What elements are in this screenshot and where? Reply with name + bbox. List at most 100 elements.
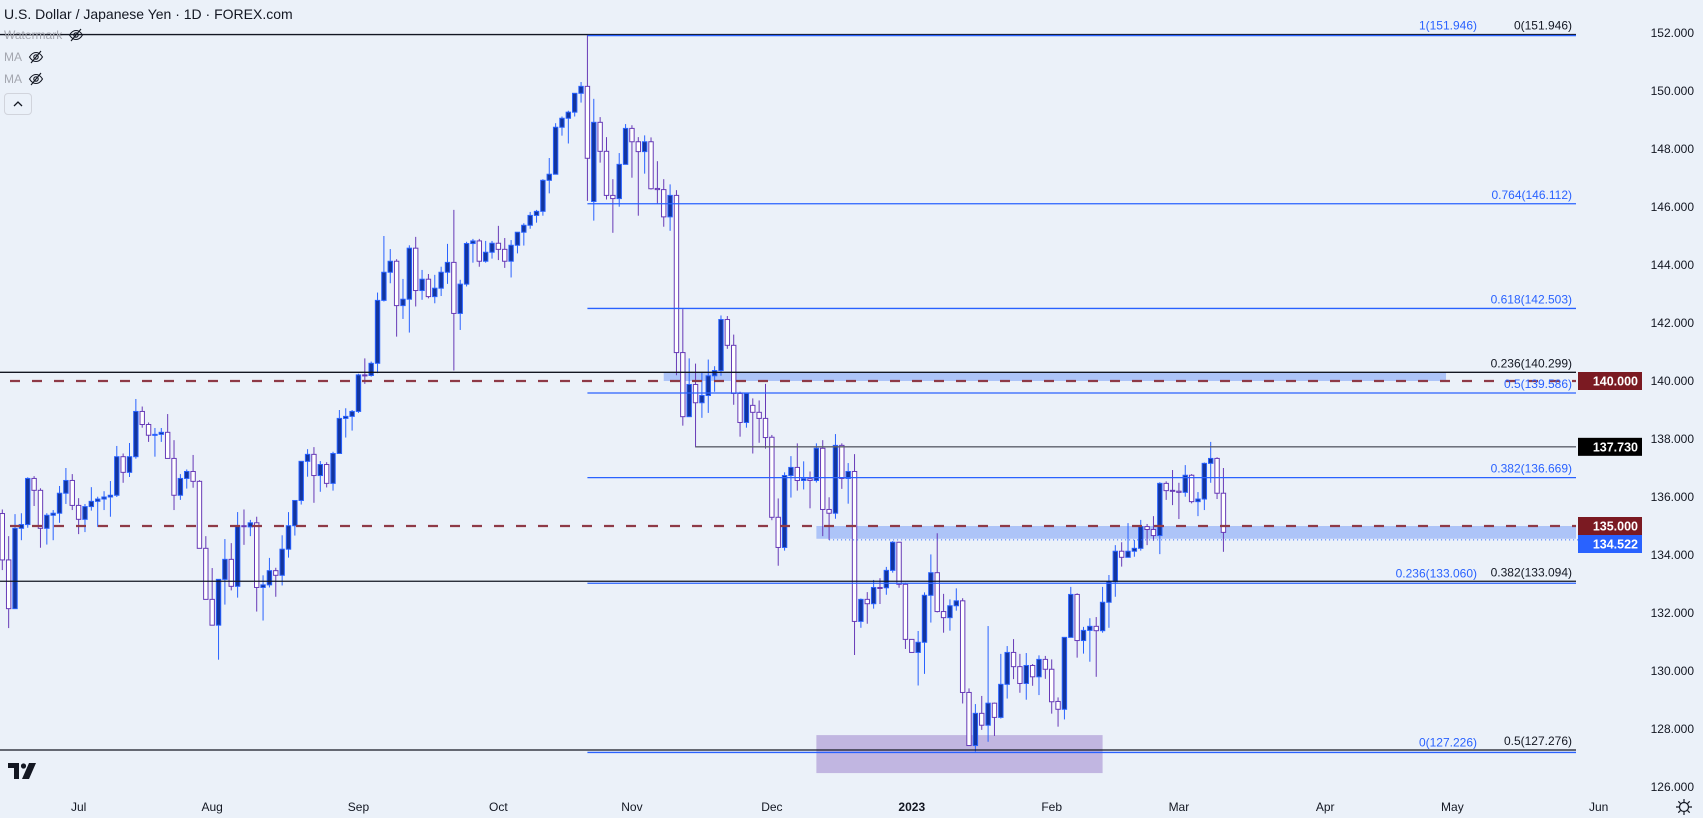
indicator-watermark[interactable]: Watermark	[4, 24, 293, 46]
candle	[336, 410, 343, 455]
price-axis-label-blue: 134.522	[1578, 535, 1642, 553]
price-label-text: 140.000	[1593, 375, 1638, 389]
candle-body	[845, 470, 851, 479]
fib-blue-label: 0(127.226)	[1419, 735, 1477, 749]
candle-body	[533, 210, 540, 216]
candle	[56, 485, 63, 523]
candle	[438, 266, 444, 297]
candle	[940, 593, 947, 633]
time-tick-label: Dec	[761, 800, 782, 814]
candle-body	[934, 572, 940, 613]
eye-off-icon[interactable]	[28, 49, 44, 65]
chevron-up-icon	[13, 101, 23, 107]
candle	[63, 468, 69, 504]
candle	[285, 512, 292, 558]
collapse-legend-button[interactable]	[4, 93, 32, 115]
candle	[578, 82, 584, 103]
time-tick-label: Feb	[1041, 800, 1062, 814]
price-label-box	[1578, 372, 1642, 390]
price-label-text: 135.000	[1593, 520, 1638, 534]
candle	[775, 498, 781, 566]
candle-body	[1017, 666, 1023, 684]
candle	[909, 638, 915, 653]
candle-body	[177, 477, 184, 496]
candle	[1144, 523, 1150, 546]
candle	[1055, 697, 1061, 727]
candle-body	[959, 600, 966, 693]
candle	[114, 445, 120, 497]
candle	[228, 543, 234, 591]
candle-body	[1208, 457, 1214, 464]
candle-body	[273, 570, 279, 576]
symbol-title[interactable]: U.S. Dollar / Japanese Yen · 1D · FOREX.…	[4, 6, 293, 22]
candle-body	[800, 478, 807, 481]
candle-body	[699, 395, 705, 404]
candle	[266, 557, 273, 588]
gear-icon[interactable]	[1674, 797, 1694, 817]
candle	[762, 383, 769, 449]
candle	[12, 514, 18, 610]
price-label-text: 134.522	[1593, 538, 1638, 552]
candle	[673, 190, 680, 376]
candle	[107, 481, 114, 517]
candle	[851, 454, 858, 656]
candle-body	[1112, 550, 1118, 583]
candle	[1157, 482, 1163, 555]
candle	[120, 453, 126, 483]
candle-body	[101, 496, 107, 500]
candle-body	[190, 470, 196, 482]
candle-body	[921, 594, 928, 643]
candle	[177, 474, 184, 500]
indicator-ma-2[interactable]: MA	[4, 68, 293, 90]
fib-black[interactable]	[0, 33, 1576, 751]
candle	[470, 238, 476, 263]
candle	[241, 509, 247, 545]
tradingview-logo[interactable]	[8, 763, 38, 779]
price-axis[interactable]: 152.000 150.000 148.000 146.000 144.000 142.0…	[1578, 26, 1694, 794]
candle	[413, 236, 419, 307]
candle-body	[1055, 700, 1061, 710]
indicator-label: MA	[4, 50, 22, 64]
candle-body	[1220, 492, 1227, 533]
candle	[190, 454, 196, 488]
candle	[1061, 636, 1068, 720]
candle-body	[1182, 474, 1188, 493]
candle-body	[877, 586, 883, 589]
candle-body	[1106, 581, 1112, 603]
time-axis[interactable]: Jul Aug Sep Oct Nov Dec 2023 Feb Mar Apr May Jun	[71, 800, 1608, 814]
indicator-ma-1[interactable]: MA	[4, 46, 293, 68]
zone-135-rectangle[interactable]	[816, 526, 1576, 539]
candle-body	[292, 499, 298, 527]
candle	[508, 240, 514, 278]
price-tick-label: 132.000	[1651, 606, 1695, 620]
candle-body	[641, 141, 648, 153]
candle	[985, 626, 991, 742]
eye-off-icon[interactable]	[68, 27, 84, 43]
price-tick-label: 126.000	[1651, 780, 1695, 794]
candle	[425, 273, 432, 299]
candle	[171, 440, 177, 511]
candle-body	[597, 121, 603, 152]
fib-labels: 0(151.946) 0.236(140.299) 0.382(133.094) 0.…	[1396, 19, 1572, 750]
candle-body	[514, 231, 521, 246]
eye-off-icon[interactable]	[28, 71, 44, 87]
candle	[934, 533, 940, 613]
fib-blue[interactable]	[587, 34, 1576, 754]
zone-140-rectangle[interactable]	[663, 372, 1447, 381]
candle-body	[25, 477, 31, 526]
candle	[1195, 492, 1201, 517]
candle-body	[1049, 668, 1055, 703]
candle-body	[1118, 550, 1125, 558]
candle	[1169, 470, 1176, 506]
zone-127-rectangle[interactable]	[816, 735, 1103, 774]
price-tick-label: 142.000	[1651, 316, 1695, 330]
candle-body	[1150, 528, 1157, 537]
candle	[330, 451, 336, 491]
candle	[311, 447, 317, 503]
price-tick-label: 148.000	[1651, 142, 1695, 156]
candle-body	[349, 410, 355, 417]
candle	[1176, 482, 1182, 520]
candle	[572, 92, 578, 117]
candle	[1074, 593, 1080, 658]
